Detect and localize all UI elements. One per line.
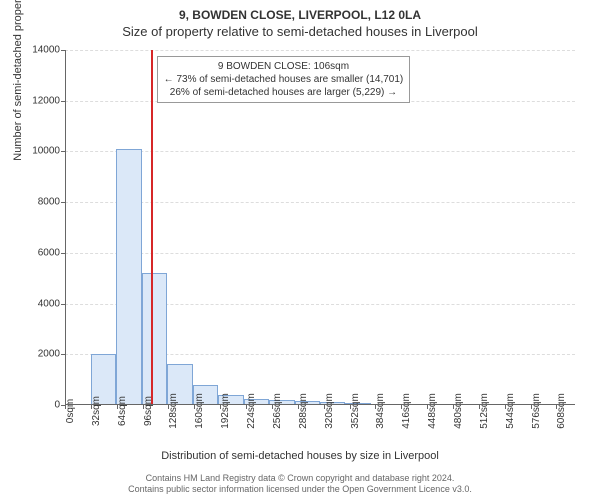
y-tick-label: 6000	[10, 247, 60, 258]
y-tick-label: 2000	[10, 349, 60, 360]
x-tick-label: 256sqm	[272, 393, 283, 429]
x-tick-label: 608sqm	[556, 393, 567, 429]
chart-title-1: 9, BOWDEN CLOSE, LIVERPOOL, L12 0LA	[0, 0, 600, 22]
annotation-line-1: 9 BOWDEN CLOSE: 106sqm	[164, 60, 404, 73]
x-tick-label: 512sqm	[479, 393, 490, 429]
chart-plot-area: 0sqm32sqm64sqm96sqm128sqm160sqm192sqm224…	[65, 50, 575, 405]
x-tick-label: 32sqm	[91, 396, 102, 426]
y-axis-label: Number of semi-detached properties	[12, 0, 24, 161]
histogram-bar	[142, 273, 167, 405]
x-tick-label: 448sqm	[427, 393, 438, 429]
x-tick-label: 384sqm	[375, 393, 386, 429]
annotation-line-3: 26% of semi-detached houses are larger (…	[164, 86, 404, 99]
x-tick-label: 352sqm	[350, 393, 361, 429]
y-axis	[65, 50, 66, 405]
x-tick-label: 576sqm	[531, 393, 542, 429]
x-tick-label: 192sqm	[220, 393, 231, 429]
annotation-line-2: ← 73% of semi-detached houses are smalle…	[164, 73, 404, 86]
x-tick-label: 416sqm	[401, 393, 412, 429]
y-tick-label: 14000	[10, 45, 60, 56]
annotation-box: 9 BOWDEN CLOSE: 106sqm← 73% of semi-deta…	[157, 56, 411, 103]
x-tick-label: 544sqm	[505, 393, 516, 429]
footer-line-2: Contains public sector information licen…	[0, 484, 600, 496]
property-marker-line	[151, 50, 153, 405]
x-tick-label: 480sqm	[453, 393, 464, 429]
x-tick-label: 0sqm	[65, 399, 76, 423]
y-tick-label: 8000	[10, 197, 60, 208]
x-axis-label: Distribution of semi-detached houses by …	[0, 450, 600, 462]
y-tick-label: 0	[10, 400, 60, 411]
chart-footer: Contains HM Land Registry data © Crown c…	[0, 473, 600, 496]
x-tick-label: 320sqm	[324, 393, 335, 429]
x-tick-label: 160sqm	[194, 393, 205, 429]
y-tick-label: 10000	[10, 146, 60, 157]
histogram-bar	[116, 149, 142, 405]
grid-line	[65, 50, 575, 51]
x-tick-label: 288sqm	[298, 393, 309, 429]
footer-line-1: Contains HM Land Registry data © Crown c…	[0, 473, 600, 485]
x-tick-label: 128sqm	[168, 393, 179, 429]
x-axis	[65, 404, 575, 405]
y-tick-label: 12000	[10, 95, 60, 106]
y-tick-label: 4000	[10, 298, 60, 309]
x-tick-label: 64sqm	[117, 396, 128, 426]
x-tick-label: 224sqm	[246, 393, 257, 429]
chart-title-2: Size of property relative to semi-detach…	[0, 22, 600, 39]
